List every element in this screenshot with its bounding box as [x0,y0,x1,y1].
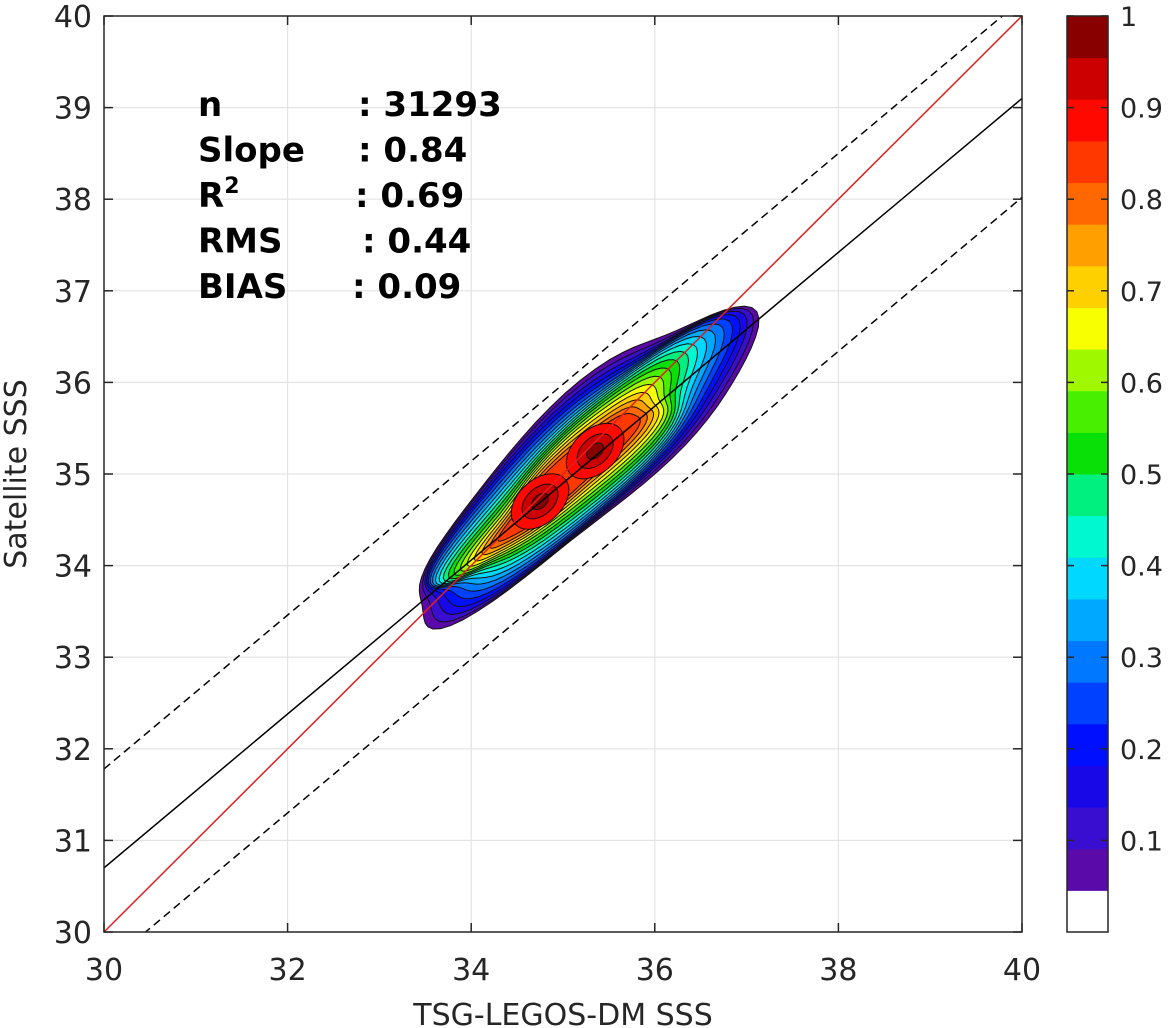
x-tick-label: 36 [636,953,674,988]
colorbar-swatch [1067,349,1108,392]
stat-label-rms: RMS [198,222,283,262]
stat-value-r: : 0.69 [355,176,464,216]
colorbar-swatch [1067,224,1108,267]
y-tick-label: 35 [54,458,92,493]
regression-line [104,97,1022,869]
stat-value-rms: : 0.44 [362,222,471,262]
x-tick-label: 30 [85,953,123,988]
x-tick-label: 38 [819,953,857,988]
axes: 30 32 34 36 38 40 30 31 32 33 34 35 36 37 38 39 40 [54,0,1041,988]
colorbar-tick-label: 0.4 [1120,552,1163,583]
y-tick-label: 34 [54,550,92,585]
x-tick-label: 34 [452,953,490,988]
colorbar-tick-label: 0.5 [1120,460,1163,491]
colorbar-tick-label: 0.1 [1120,826,1163,857]
reference-lines [104,16,1022,932]
colorbar-swatch [1067,140,1108,184]
colorbar-swatch [1067,807,1108,850]
lower-bound-line [144,196,1022,932]
upper-bound-line [104,16,1004,770]
stat-label-bias: BIAS [198,267,287,307]
colorbar-swatch [1067,99,1108,142]
y-tick-label: 33 [54,641,92,676]
y-tick-label: 36 [54,366,92,401]
colorbar-tick-label: 0.7 [1120,277,1163,308]
stat-label-slope: Slope [198,131,305,171]
colorbar-swatch [1067,765,1108,808]
stat-value-slope: : 0.84 [358,131,467,171]
colorbar-swatch [1067,640,1108,683]
colorbar-swatch [1067,682,1108,725]
colorbar-swatch [1067,515,1108,558]
colorbar-swatch [1067,848,1108,891]
colorbar-tick-label: 1 [1120,2,1137,33]
x-tick-label: 32 [269,953,307,988]
colorbar-swatch [1067,57,1108,100]
colorbar-tick-label: 0.6 [1120,368,1163,399]
colorbar-tick-label: 0.2 [1120,735,1163,766]
one-to-one-line [104,16,1022,932]
y-tick-label: 32 [54,733,92,768]
colorbar-swatch [1067,182,1108,225]
colorbar-swatch [1067,723,1108,766]
colorbar-swatch [1067,390,1108,433]
colorbar-swatch [1067,890,1108,933]
colorbar-swatch [1067,598,1108,642]
y-tick-label: 40 [54,0,92,35]
y-axis-title: Satellite SSS [0,379,34,569]
colorbar-swatch [1067,432,1108,475]
y-tick-label: 38 [54,183,92,218]
stat-label-n: n [198,85,222,125]
y-tick-label: 30 [54,916,92,951]
colorbar-swatch [1067,307,1108,350]
x-axis-title: TSG-LEGOS-DM SSS [412,998,713,1028]
colorbar-swatch [1067,265,1108,308]
colorbar: 0.1 0.2 0.3 0.4 0.5 0.6 0.7 0.8 0.9 1 [1066,2,1163,933]
y-tick-label: 39 [54,92,92,127]
stat-value-bias: : 0.09 [352,267,461,307]
stat-value-n: : 31293 [358,85,502,125]
colorbar-swatch [1067,557,1108,600]
y-tick-label: 31 [54,824,92,859]
x-tick-label: 40 [1003,953,1041,988]
colorbar-tick-label: 0.3 [1120,643,1163,674]
colorbar-tick-label: 0.9 [1120,94,1163,125]
colorbar-swatch [1067,16,1108,59]
y-tick-label: 37 [54,275,92,310]
colorbar-tick-label: 0.8 [1120,185,1163,216]
colorbar-swatch [1067,474,1108,517]
